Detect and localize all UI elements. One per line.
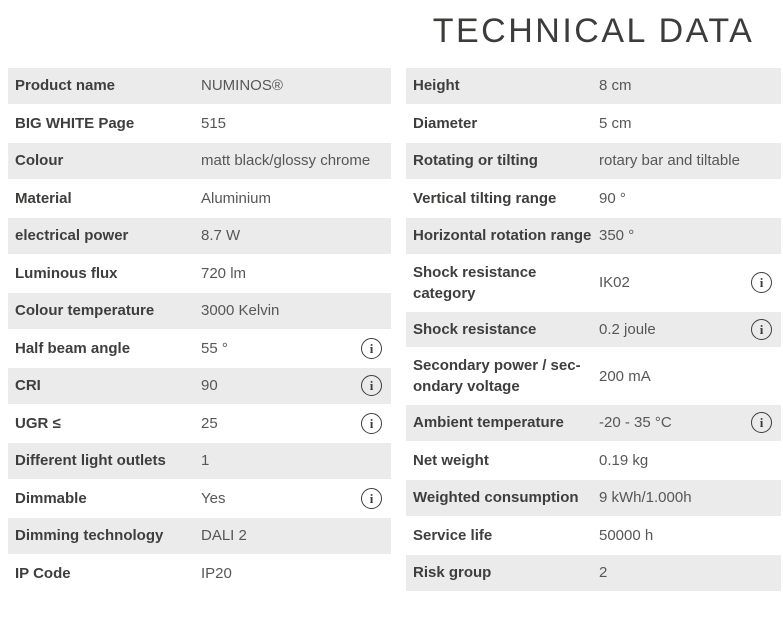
spec-label: Dimming technology (15, 527, 164, 545)
spec-row: Shock resistance category IK02 i (406, 255, 781, 310)
spec-row: IP Code IP20 (8, 555, 391, 591)
spec-tables: Product name NUMINOS® BIG WHITE Page 515 Col… (8, 68, 783, 593)
spec-label: IP Code (15, 564, 71, 582)
spec-value: 720 lm (201, 264, 247, 282)
spec-label: electrical power (15, 227, 129, 245)
spec-row: Material Aluminium (8, 180, 391, 216)
spec-value: matt black/glossy chrome (201, 152, 371, 170)
spec-label: UGR ≤ (15, 414, 61, 432)
spec-value: -20 - 35 °C (599, 414, 672, 432)
spec-row: Different light outlets 1 (8, 443, 391, 479)
spec-value: 8 cm (599, 77, 632, 95)
spec-label: Weighted consumption (413, 489, 579, 507)
info-icon[interactable]: i (751, 272, 772, 293)
spec-value: 50000 h (599, 526, 654, 544)
spec-value: 515 (201, 114, 227, 132)
spec-row: Colour matt black/glossy chrome (8, 143, 391, 179)
spec-row: Ambient temperature -20 - 35 °C i (406, 405, 781, 441)
spec-value: 5 cm (599, 114, 632, 132)
spec-label: Ambient temperature (413, 414, 564, 432)
spec-value: 0.19 kg (599, 451, 649, 469)
spec-value: 200 mA (599, 367, 651, 385)
spec-row: Secondary power / sec­ondary voltage 200 … (406, 349, 781, 403)
spec-row: Product name NUMINOS® (8, 68, 391, 104)
spec-label: Height (413, 77, 460, 95)
info-icon[interactable]: i (361, 375, 382, 397)
spec-label: Service life (413, 526, 493, 544)
spec-label: Colour temperature (15, 302, 155, 320)
spec-value: 0.2 joule (599, 320, 656, 338)
spec-row: electrical power 8.7 W (8, 218, 391, 254)
spec-label: Diameter (413, 114, 478, 132)
spec-label: Shock resistance (413, 320, 537, 338)
spec-row: Service life 50000 h (406, 517, 781, 553)
spec-row: Luminous flux 720 lm (8, 255, 391, 291)
spec-value: 90 ° (599, 189, 626, 207)
info-icon[interactable]: i (361, 412, 382, 434)
spec-row: CRI 90 i (8, 368, 391, 404)
spec-row: UGR ≤ 25 i (8, 405, 391, 441)
spec-label: Different light outlets (15, 452, 166, 470)
spec-row: Colour temperature 3000 Kelvin (8, 293, 391, 329)
spec-label: Product name (15, 77, 116, 95)
spec-row: Shock resistance 0.2 joule i (406, 311, 781, 347)
spec-value: 55 ° (201, 339, 228, 357)
spec-row: Diameter 5 cm (406, 105, 781, 141)
spec-value: 3000 Kelvin (201, 302, 280, 320)
spec-label: Secondary power / sec­ondary voltage (413, 357, 581, 395)
spec-table-left: Product name NUMINOS® BIG WHITE Page 515 Col… (8, 68, 391, 593)
info-icon[interactable]: i (751, 318, 772, 340)
spec-value: 9 kWh/1.000h (599, 489, 692, 507)
spec-row: Weighted consumption 9 kWh/1.000h (406, 480, 781, 516)
spec-value: IP20 (201, 564, 232, 582)
spec-label: Horizontal rotation range (413, 227, 592, 245)
spec-row: Vertical tilting range 90 ° (406, 180, 781, 216)
spec-value: IK02 (599, 274, 630, 291)
spec-label: BIG WHITE Page (15, 114, 135, 132)
spec-value: 2 (599, 564, 608, 582)
spec-label: Luminous flux (15, 264, 118, 282)
spec-label: Rotating or tilting (413, 152, 538, 170)
spec-value: Yes (201, 489, 226, 507)
page-title: TECHNICAL DATA (432, 12, 755, 50)
spec-label: Material (15, 189, 72, 207)
spec-value: 25 (201, 414, 218, 432)
spec-label: Colour (15, 152, 64, 170)
spec-value: Aluminium (201, 189, 272, 207)
spec-row: Half beam angle 55 ° i (8, 330, 391, 366)
spec-label: Half beam angle (15, 339, 131, 357)
spec-row: Dimmable Yes i (8, 480, 391, 516)
spec-row: Dimming technology DALI 2 (8, 518, 391, 554)
spec-value: rotary bar and tiltable (599, 152, 740, 170)
spec-value: 1 (201, 452, 210, 470)
spec-value: 90 (201, 377, 218, 395)
spec-value: 8.7 W (201, 227, 241, 245)
spec-row: Risk group 2 (406, 555, 781, 591)
spec-value: NUMINOS® (201, 77, 283, 95)
spec-label: CRI (15, 377, 41, 395)
spec-label: Risk group (413, 564, 492, 582)
spec-table-right: Height 8 cm Diameter 5 cm Rotating or tiltin… (406, 68, 781, 593)
info-icon[interactable]: i (361, 337, 382, 359)
spec-row: BIG WHITE Page 515 (8, 105, 391, 141)
spec-label: Vertical tilting range (413, 189, 557, 207)
spec-label: Shock resistance category (413, 263, 537, 302)
spec-value: DALI 2 (201, 527, 247, 545)
spec-label: Net weight (413, 451, 489, 469)
spec-value: 350 ° (599, 227, 635, 245)
spec-row: Height 8 cm (406, 68, 781, 104)
spec-row: Net weight 0.19 kg (406, 442, 781, 478)
spec-row: Horizontal rotation range 350 ° (406, 218, 781, 254)
page-header: TECHNICAL DATA (8, 14, 783, 48)
spec-label: Dimmable (15, 489, 87, 507)
spec-row: Rotating or tilting rotary bar and tiltab… (406, 143, 781, 179)
info-icon[interactable]: i (751, 412, 772, 434)
info-icon[interactable]: i (361, 487, 382, 509)
